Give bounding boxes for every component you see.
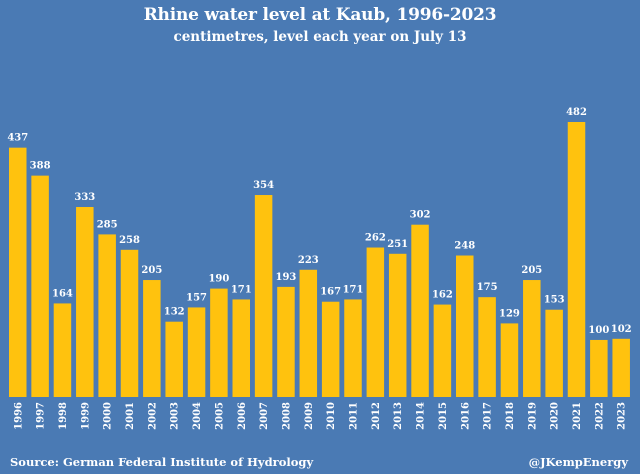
value-label-2000: 285 [97,219,118,230]
x-tick-label-2003: 2003 [170,402,181,430]
credit-handle: @JKempEnergy [528,455,628,469]
bar-2019 [523,280,541,397]
bar-1997 [31,175,49,397]
value-label-2023: 102 [611,324,632,335]
x-tick-label-2000: 2000 [103,402,114,430]
value-label-2003: 132 [164,307,185,318]
bar-2020 [545,309,563,397]
bar-2018 [500,323,519,397]
x-tick-label-2007: 2007 [259,402,270,430]
bar-2015 [433,304,452,397]
value-label-2020: 153 [544,295,565,306]
x-tick-label-2004: 2004 [192,402,203,430]
x-tick-label-2012: 2012 [371,402,382,430]
value-label-2001: 258 [119,235,140,246]
bar-1996 [9,147,27,397]
bar-2017 [478,297,496,397]
value-label-2013: 251 [387,239,408,250]
x-tick-label-2017: 2017 [483,402,494,430]
bar-2008 [277,286,295,397]
x-tick-label-2023: 2023 [617,402,628,430]
bar-2021 [567,122,586,397]
value-label-1996: 437 [7,133,28,144]
value-label-2017: 175 [477,282,498,293]
value-label-2010: 167 [320,287,341,298]
bar-1998 [53,303,72,397]
bar-2009 [299,269,318,397]
x-tick-label-1997: 1997 [36,402,47,430]
x-tick-label-1999: 1999 [80,402,91,430]
value-labels-group: 4373881643332852582051321571901713541932… [7,107,631,336]
x-tick-label-2001: 2001 [125,402,136,430]
bar-2016 [456,255,474,397]
x-tick-label-2019: 2019 [527,402,538,430]
source-note: Source: German Federal Institute of Hydr… [10,455,314,469]
value-label-2019: 205 [521,265,542,276]
x-tick-label-2008: 2008 [281,402,292,430]
bar-2000 [98,234,116,397]
value-label-2007: 354 [253,180,274,191]
value-label-2014: 302 [410,210,431,221]
value-label-1999: 333 [74,192,95,203]
bar-2002 [143,280,161,397]
value-label-2018: 129 [499,308,520,319]
value-label-2009: 223 [298,255,319,266]
value-label-2022: 100 [588,325,609,336]
x-tick-label-2015: 2015 [438,402,449,430]
value-label-2011: 171 [343,284,364,295]
bar-2012 [366,247,385,397]
bar-2001 [120,249,139,397]
value-label-2002: 205 [141,265,162,276]
x-tick-label-2005: 2005 [214,402,225,430]
x-tick-label-2018: 2018 [505,402,516,430]
value-label-2008: 193 [276,272,297,283]
chart-title: Rhine water level at Kaub, 1996-2023 [143,5,497,25]
chart-subtitle: centimetres, level each year on July 13 [173,29,467,45]
bar-2014 [411,224,429,397]
bar-2011 [344,299,362,397]
x-tick-label-2022: 2022 [594,402,605,430]
bar-2022 [590,339,608,397]
bar-2006 [232,299,250,397]
x-tick-label-2016: 2016 [460,402,471,430]
x-tick-labels-group: 1996 1997 1998 1999 2000 2001 2002 2003 2004 2005… [13,402,627,430]
bar-2003 [165,321,183,397]
value-label-1998: 164 [52,288,73,299]
bar-2007 [254,195,273,397]
x-tick-label-2021: 2021 [572,402,583,430]
x-tick-label-2013: 2013 [393,402,404,430]
x-tick-label-2014: 2014 [416,402,427,430]
bar-2023 [612,338,630,397]
bar-2005 [210,288,228,397]
bar-1999 [76,207,94,397]
x-tick-label-2002: 2002 [147,402,158,430]
value-label-1997: 388 [30,161,51,172]
value-label-2004: 157 [186,292,207,303]
x-tick-label-1998: 1998 [58,402,69,430]
bar-2004 [187,307,206,397]
value-label-2021: 482 [566,107,587,118]
x-tick-label-2020: 2020 [550,402,561,430]
bar-2013 [388,253,407,397]
value-label-2006: 171 [231,284,252,295]
x-tick-label-2006: 2006 [237,402,248,430]
x-tick-label-2009: 2009 [304,402,315,430]
x-tick-label-2011: 2011 [349,402,360,430]
value-label-2005: 190 [208,274,229,285]
bar-2010 [321,301,340,397]
bars-group [9,122,630,397]
value-label-2012: 262 [365,233,386,244]
value-label-2016: 248 [454,241,475,252]
value-label-2015: 162 [432,290,453,301]
x-tick-label-1996: 1996 [13,402,24,430]
x-tick-label-2010: 2010 [326,402,337,430]
